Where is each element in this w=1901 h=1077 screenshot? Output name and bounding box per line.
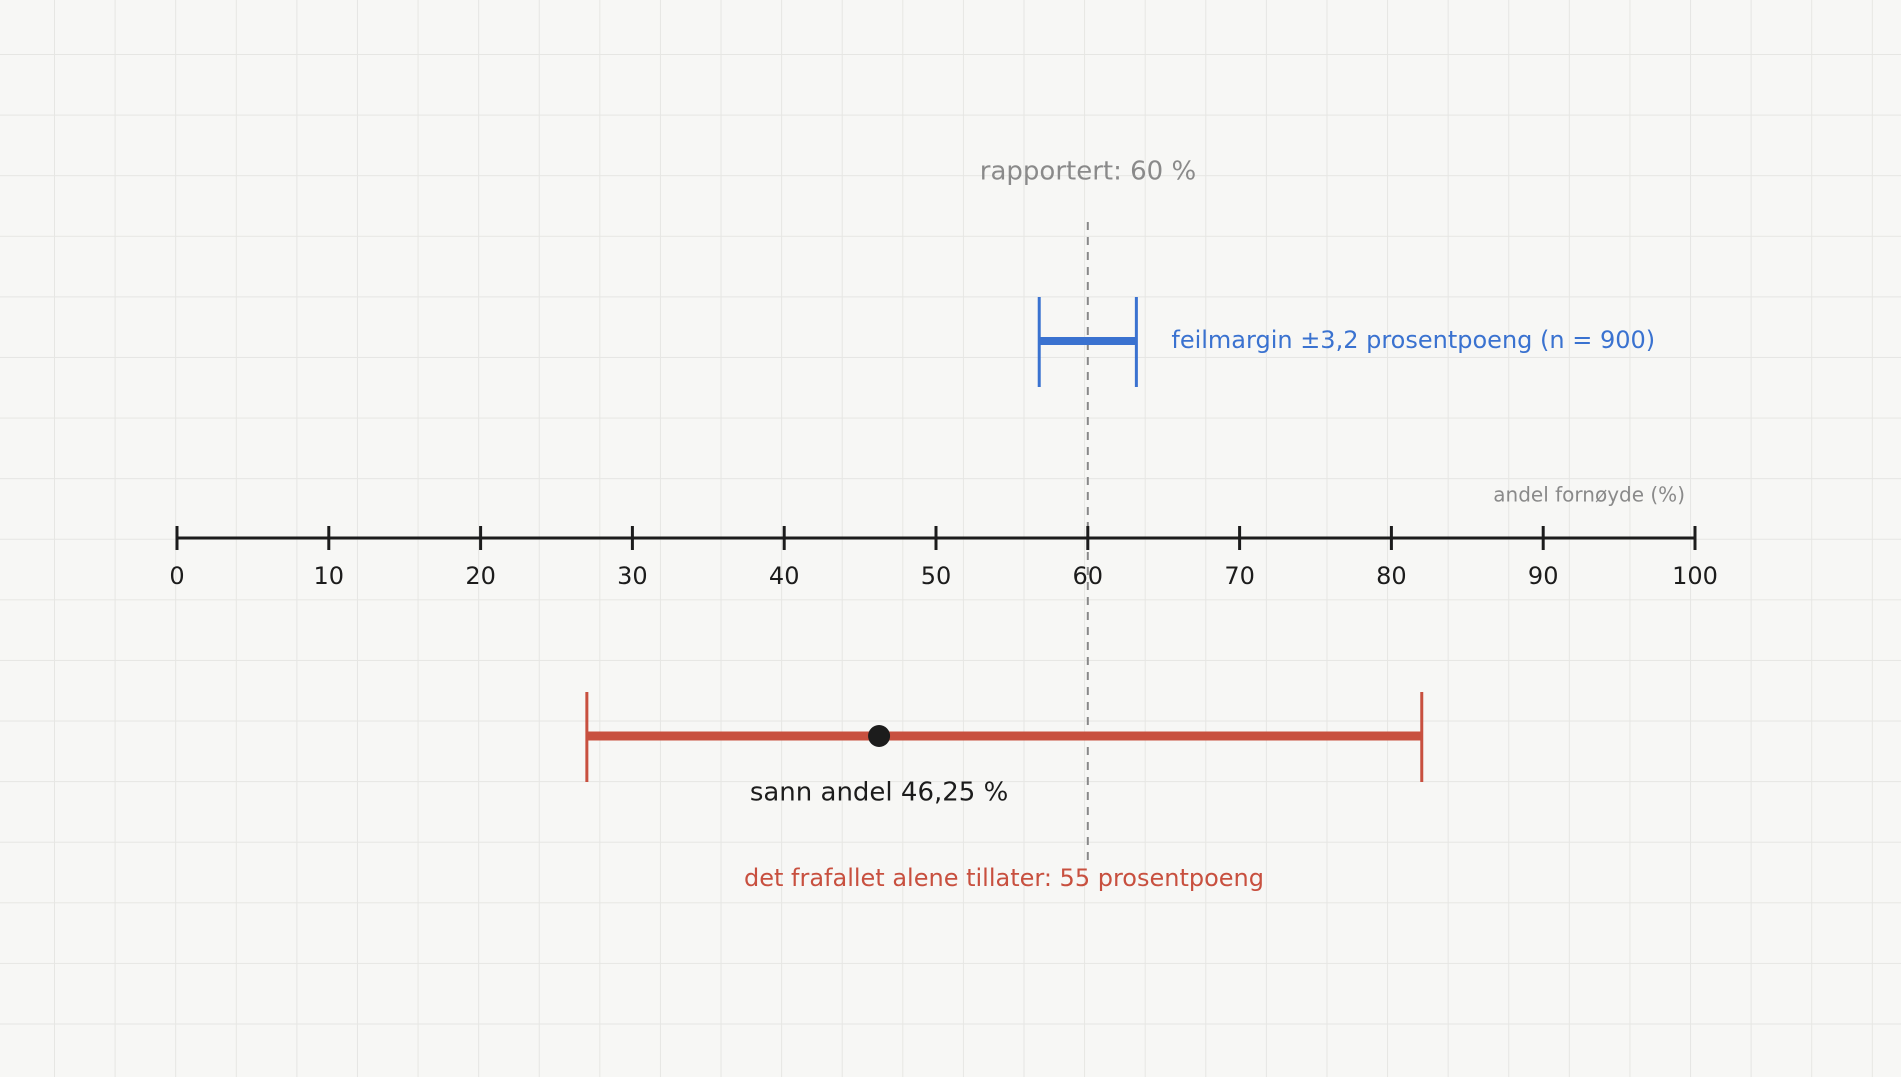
- x-tick-label: 80: [1376, 562, 1407, 590]
- true-point: [868, 725, 891, 747]
- x-tick-label: 70: [1224, 562, 1255, 590]
- x-tick-label: 50: [921, 562, 952, 590]
- x-tick-label: 10: [314, 562, 345, 590]
- x-tick-label: 100: [1672, 562, 1718, 590]
- x-tick-label: 60: [1073, 562, 1104, 590]
- x-tick-label: 90: [1528, 562, 1559, 590]
- x-tick-label: 30: [617, 562, 648, 590]
- x-tick-label: 0: [169, 562, 184, 590]
- axis-label: andel fornøyde (%): [1493, 483, 1685, 507]
- reported-label: rapportert: 60 %: [980, 157, 1196, 187]
- point-label: sann andel 46,25 %: [750, 778, 1009, 808]
- range-label: det frafallet alene tillater: 55 prosent…: [744, 864, 1264, 892]
- x-tick-label: 40: [769, 562, 800, 590]
- x-tick-label: 20: [465, 562, 496, 590]
- margin-label: feilmargin ±3,2 prosentpoeng (n = 900): [1171, 326, 1655, 354]
